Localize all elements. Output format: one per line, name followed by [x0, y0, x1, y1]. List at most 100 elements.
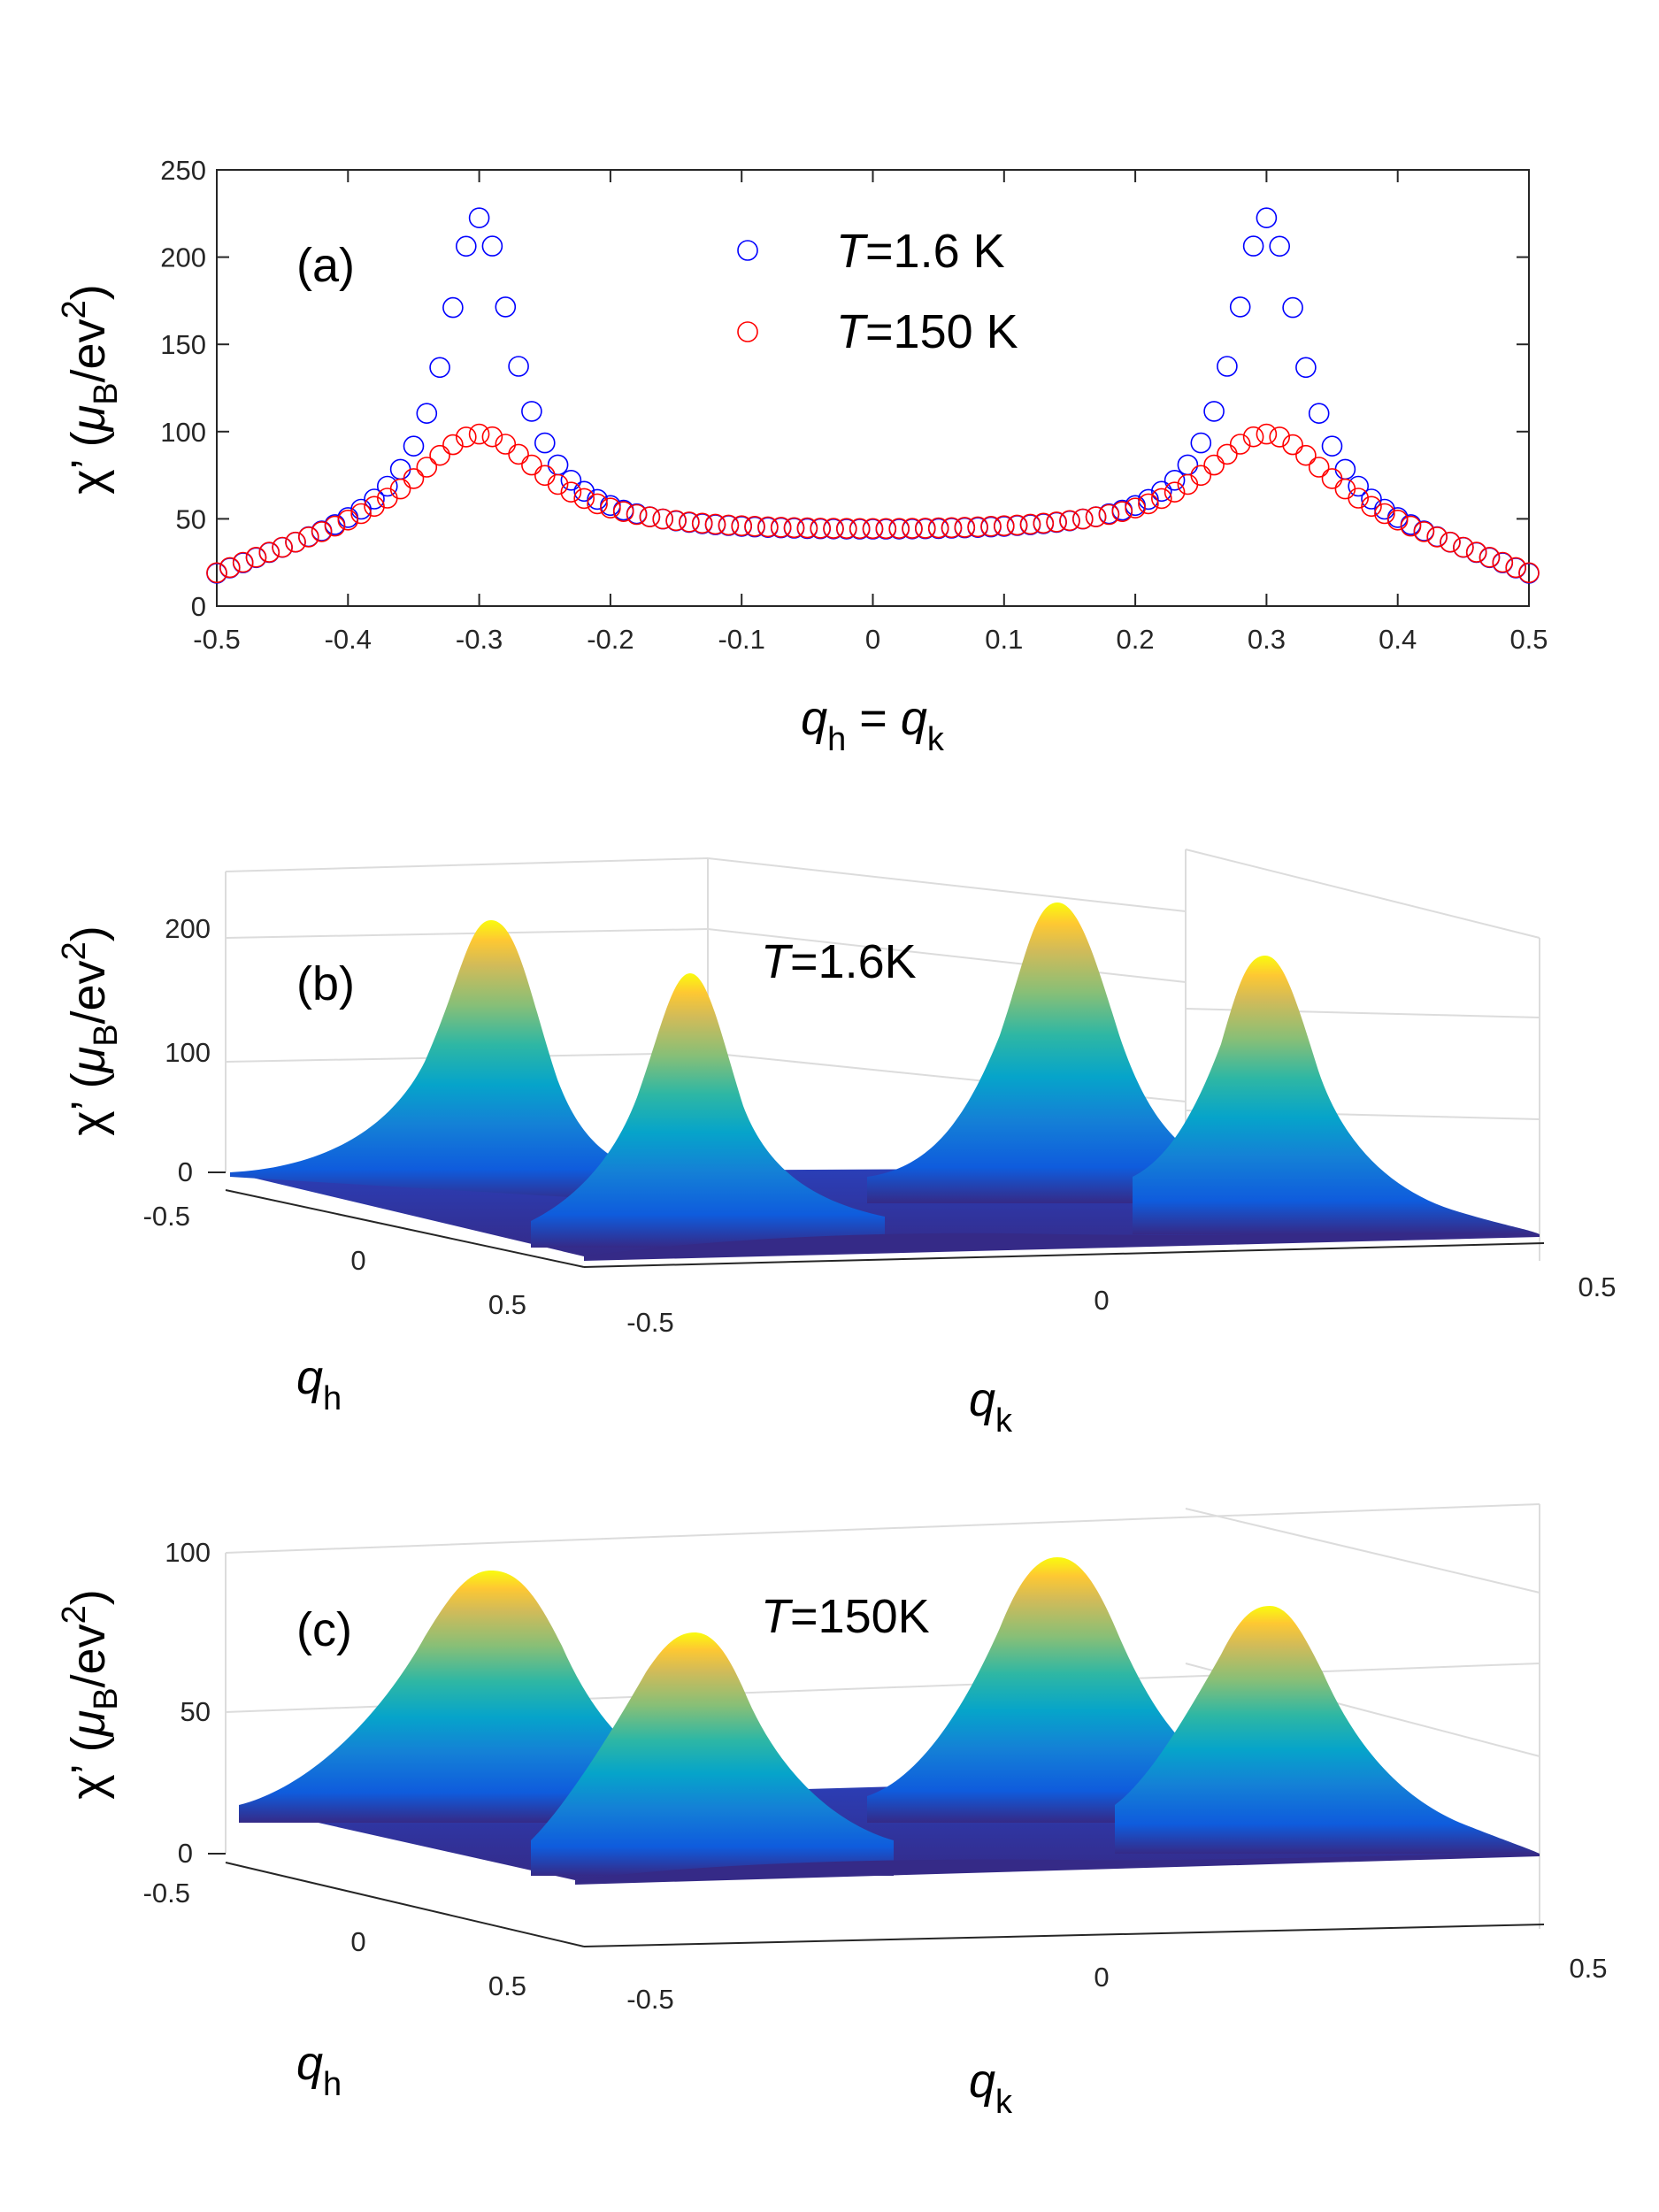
- data-point: [1518, 562, 1540, 584]
- data-point: [1151, 480, 1172, 503]
- data-point: [495, 434, 517, 455]
- panel-a-label: (a): [296, 239, 355, 292]
- data-point: [1098, 503, 1120, 526]
- data-point: [862, 518, 884, 540]
- data-point: [389, 458, 411, 480]
- data-point: [612, 499, 634, 521]
- data-point: [1006, 514, 1028, 536]
- data-point: [1400, 515, 1422, 537]
- panel-c-z-tick-2: 100: [165, 1537, 211, 1568]
- data-point: [888, 518, 910, 540]
- panel-c-surface: [239, 1557, 1540, 1885]
- data-point: [324, 515, 346, 537]
- panel-b-qk-tick-2: 0.5: [1578, 1271, 1616, 1302]
- x-tick-label: -0.2: [587, 624, 634, 655]
- data-point: [429, 444, 450, 466]
- panel-c-qh-label: qh: [296, 2037, 342, 2103]
- panel-b-grid: [225, 849, 1540, 1261]
- panel-c-peak-back-right: [867, 1557, 1239, 1823]
- data-point: [691, 512, 713, 534]
- data-point: [1269, 235, 1290, 257]
- panel-b-qh-label: qh: [296, 1351, 342, 1417]
- data-point: [1295, 357, 1317, 379]
- data-point: [1164, 469, 1186, 491]
- data-point: [1033, 512, 1055, 534]
- data-point: [364, 495, 385, 518]
- panel-c-peak-back-left: [239, 1571, 708, 1823]
- x-tick-label: 0.3: [1248, 624, 1286, 655]
- data-point: [350, 498, 372, 520]
- data-point: [612, 501, 634, 523]
- data-point: [1295, 444, 1317, 466]
- data-point: [1190, 465, 1212, 487]
- data-point: [1203, 454, 1225, 476]
- panel-b-peak-front-left: [531, 973, 885, 1248]
- data-point: [1151, 488, 1172, 510]
- data-point: [1256, 207, 1278, 228]
- data-point: [1203, 401, 1225, 422]
- data-point: [1440, 531, 1461, 553]
- legend-label-low-t: T=1.6 K: [836, 225, 1005, 278]
- data-point: [967, 516, 988, 538]
- data-point: [258, 541, 280, 563]
- data-point: [757, 516, 779, 538]
- data-point: [1269, 426, 1290, 448]
- data-point: [1229, 296, 1251, 318]
- data-point: [1413, 521, 1435, 542]
- panel-b-surface-front-edge: [584, 1233, 1540, 1261]
- data-point: [1138, 493, 1159, 515]
- data-point: [416, 457, 438, 478]
- data-point: [1282, 296, 1303, 319]
- data-point: [1085, 506, 1107, 528]
- data-point: [521, 401, 542, 422]
- data-point: [547, 473, 569, 495]
- panel-c-axes: [208, 1853, 1545, 1947]
- data-point: [1426, 526, 1448, 548]
- x-tick-label: -0.4: [325, 624, 372, 655]
- data-point: [1492, 551, 1514, 573]
- x-tick-label: 0.2: [1117, 624, 1155, 655]
- panel-b-peak-back-left: [230, 920, 672, 1203]
- data-point: [1217, 356, 1238, 377]
- panel-b-z-tick-1: 100: [165, 1037, 211, 1068]
- panel-b-z-label: χ’ (μB/ev2): [56, 926, 125, 1135]
- panel-c-z-tick-0: 0: [178, 1838, 193, 1869]
- data-point: [731, 515, 753, 537]
- y-tick-label: 250: [160, 155, 206, 186]
- y-tick-label: 200: [160, 242, 206, 273]
- data-point: [442, 296, 464, 319]
- data-point: [902, 518, 923, 539]
- data-point: [1046, 511, 1067, 533]
- data-point: [1308, 403, 1330, 425]
- data-point: [389, 478, 411, 500]
- data-point: [718, 514, 740, 536]
- data-point: [1308, 457, 1330, 478]
- panel-b-qk-tick-0: -0.5: [626, 1307, 673, 1338]
- data-point: [1361, 488, 1382, 510]
- data-point: [1321, 468, 1343, 489]
- data-point: [508, 443, 529, 465]
- panel-c-qk-tick-1: 0: [1094, 1962, 1109, 1993]
- data-point: [573, 480, 595, 503]
- panel-c-z-label: χ’ (μB/ev2): [56, 1589, 125, 1799]
- panel-c-qh-tick-0: -0.5: [143, 1878, 190, 1909]
- data-point: [481, 426, 503, 448]
- data-point: [1334, 458, 1356, 480]
- data-point: [1374, 498, 1395, 520]
- data-point: [364, 488, 385, 510]
- data-point: [587, 493, 608, 515]
- data-point: [626, 503, 648, 526]
- data-point: [285, 531, 306, 553]
- data-point: [245, 546, 267, 568]
- data-point: [875, 518, 897, 540]
- panel-c-z-tick-1: 50: [180, 1696, 211, 1727]
- data-point: [665, 510, 687, 532]
- panel-b-label: (b): [296, 957, 355, 1010]
- data-point: [1361, 495, 1382, 518]
- panel-a-x-label: qh = qk: [801, 692, 945, 758]
- panel-c-peak-front-left: [531, 1632, 894, 1876]
- data-point: [442, 434, 464, 456]
- data-point: [219, 557, 241, 579]
- panel-a-legend: T=1.6 K T=150 K: [737, 225, 1018, 358]
